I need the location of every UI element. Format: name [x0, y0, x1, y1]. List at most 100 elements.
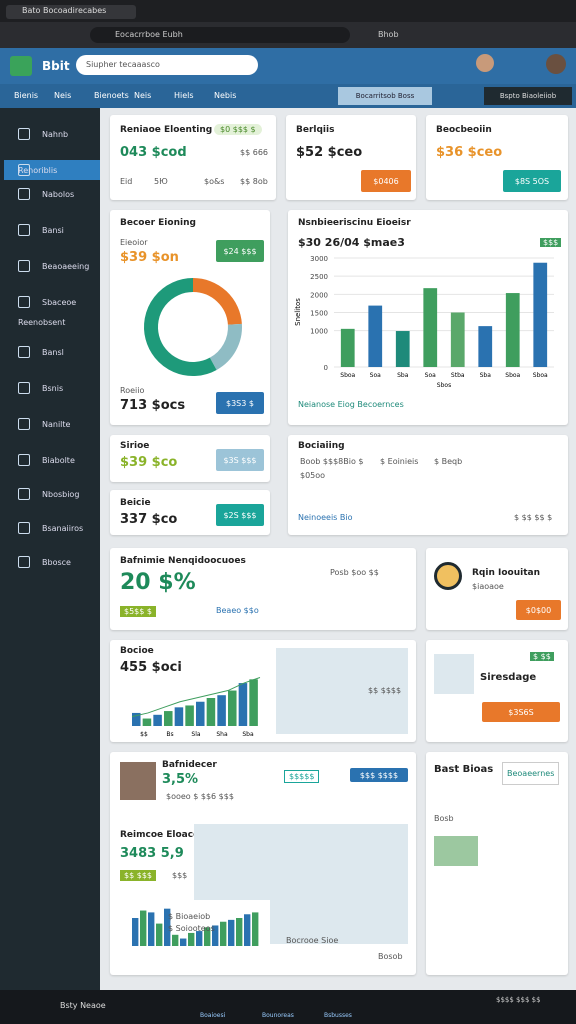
- button[interactable]: $3S $$$: [216, 449, 264, 471]
- bar-chart: [132, 908, 259, 946]
- footer-link[interactable]: Neinoeeis Bio: [298, 513, 353, 522]
- button[interactable]: $0406: [361, 170, 411, 192]
- card-title: Bocioe: [120, 646, 154, 656]
- label: Eieoior: [120, 238, 148, 247]
- card-value: 3483 5,9: [120, 846, 184, 861]
- footer-link[interactable]: Neianose Eiog Becoernces: [298, 400, 404, 409]
- label: Bosb: [434, 814, 454, 823]
- nav-item[interactable]: Neis: [134, 91, 152, 100]
- card-title: Bociaiing: [298, 441, 345, 451]
- url: Eocacrrboe Eubh: [115, 30, 183, 39]
- card-value: 3,5%: [162, 772, 199, 787]
- card-value: $52 $ceo: [296, 145, 363, 160]
- url-box[interactable]: [90, 27, 350, 43]
- bar: [236, 918, 243, 946]
- side-item[interactable]: Bansi: [42, 226, 64, 235]
- meta: $ooeo $ $$6 $$$: [166, 792, 234, 801]
- button[interactable]: $3S6S: [482, 702, 560, 722]
- button[interactable]: $2S $$$: [216, 504, 264, 526]
- card: $ $$ Siresdage $3S6S: [426, 640, 568, 742]
- bar: [238, 683, 248, 726]
- card: Bocioe 455 $oci $$ Bs Sla Sha Sba $$ $$$$: [110, 640, 416, 742]
- bar-chart: Snelitos 0 1000 1500 2000 2500 3000 Sboa Soa Sba S…: [294, 255, 554, 389]
- taskbar: Bsty Neaoe $$$$ $$$ $$ Boaioesi Bounoreas…: [0, 990, 576, 1024]
- address-bar: Eocacrrboe Eubh Bhob: [0, 22, 576, 48]
- nav-item[interactable]: Nebis: [214, 91, 237, 100]
- nav-icon: [18, 296, 30, 308]
- side-item[interactable]: Bansl: [42, 348, 64, 357]
- legend-item: Boob $$$8Bio $: [300, 457, 364, 466]
- x-tick-label: $$: [140, 731, 148, 738]
- card: Reniaoe Eloenting $0 $$$ $ 043 $cod $$ 6…: [110, 115, 276, 200]
- nav-icon: [18, 164, 30, 176]
- card-title: Bast Bioas: [434, 764, 494, 775]
- search-placeholder: Siupher tecaaasco: [86, 60, 160, 69]
- meta: $$ 666: [240, 148, 268, 157]
- nav-action[interactable]: Bocarritsob Boss: [338, 87, 432, 105]
- bar: [142, 718, 152, 726]
- search-box[interactable]: [76, 55, 258, 75]
- side-item[interactable]: Bbosce: [42, 558, 71, 567]
- nav-icon: [18, 488, 30, 500]
- stat: Eid: [120, 177, 133, 186]
- nav-icon: [18, 522, 30, 534]
- map-label: $$ $$$$: [368, 686, 402, 695]
- bar: [204, 927, 211, 946]
- nav-item[interactable]: Hiels: [174, 91, 194, 100]
- tab[interactable]: [6, 5, 136, 19]
- bar: [395, 331, 410, 367]
- nav-item[interactable]: Bienoets: [94, 91, 129, 100]
- taskbar-app[interactable]: Bsbusses: [324, 1012, 352, 1019]
- side-item[interactable]: Beaoaeeing: [42, 262, 90, 271]
- bar: [185, 705, 194, 726]
- side-item[interactable]: Nanilte: [42, 420, 71, 429]
- avatar[interactable]: [476, 54, 494, 72]
- bar: [148, 912, 155, 946]
- button[interactable]: $8S 5OS: [503, 170, 561, 192]
- item: $05oo: [300, 471, 326, 480]
- card: Beicie 337 $co $2S $$$: [110, 490, 270, 535]
- map: [434, 836, 478, 866]
- stat: 5Ю: [154, 177, 168, 186]
- stat: $o&s: [204, 177, 225, 186]
- nav-action[interactable]: Bspto Biaoleiiob: [484, 87, 572, 105]
- map: [276, 648, 408, 734]
- taskbar-app[interactable]: Bounoreas: [262, 1012, 294, 1019]
- side-item[interactable]: Nahnb: [42, 130, 69, 139]
- y-tick-label: 2000: [310, 291, 328, 299]
- card-title: Beocbeoiin: [436, 125, 492, 135]
- bar: [228, 690, 237, 726]
- section-title: Reimcoe Eloacgioni: [120, 830, 219, 840]
- tab-title: Bato Bocoadirecabes: [22, 6, 107, 15]
- button[interactable]: $$$ $$$$: [350, 768, 408, 782]
- button[interactable]: $0$00: [516, 600, 561, 620]
- nav-item[interactable]: Neis: [54, 91, 72, 100]
- button[interactable]: Beoaeernes: [502, 762, 560, 785]
- nav-item[interactable]: Bienis: [14, 91, 39, 100]
- side-item[interactable]: Nabolos: [42, 190, 75, 199]
- side-item[interactable]: Bsnis: [42, 384, 64, 393]
- card-title: Siresdage: [480, 672, 537, 683]
- side-item[interactable]: Biabolte: [42, 456, 75, 465]
- card: Rqin Ioouitan $iaoaoe $0$00: [426, 548, 568, 630]
- nav-icon: [18, 418, 30, 430]
- x-tick-label: Sba: [242, 731, 254, 738]
- side-item[interactable]: Sbaceoe: [42, 298, 77, 307]
- button[interactable]: $3S3 $: [216, 392, 264, 414]
- x-tick-label: Sboa: [505, 372, 520, 379]
- side-item[interactable]: Renoriblis: [18, 166, 58, 175]
- button[interactable]: $24 $$$: [216, 240, 264, 262]
- avatar[interactable]: [546, 54, 566, 74]
- bar: [180, 938, 187, 946]
- bar: [212, 925, 219, 946]
- map: [434, 654, 474, 694]
- side-item[interactable]: Bsanaiiros: [42, 524, 84, 533]
- card: Becoer Eioning Eieoior $39 $on $24 $$$ R…: [110, 210, 270, 425]
- taskbar-app[interactable]: Boaioesi: [200, 1012, 226, 1019]
- taskbar-search[interactable]: Bsty Neaoe: [60, 1001, 106, 1010]
- side-item[interactable]: Nbosbiog: [42, 490, 80, 499]
- nav-icon: [18, 346, 30, 358]
- card: Nsnbieeriscinu Eioeisr $30 26/04 $mae3 $…: [288, 210, 568, 425]
- card: Beocbeoiin $36 $ceo $8S 5OS: [426, 115, 568, 200]
